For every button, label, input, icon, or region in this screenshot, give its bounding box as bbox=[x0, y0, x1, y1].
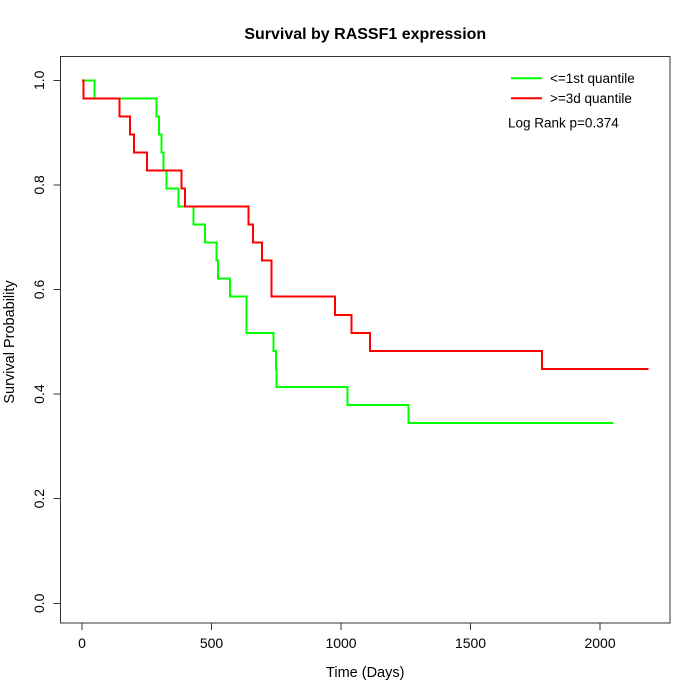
y-tick-label: 0.4 bbox=[31, 384, 47, 404]
x-tick-label: 0 bbox=[78, 635, 86, 651]
x-axis-title: Time (Days) bbox=[326, 665, 404, 681]
legend-entry-third-quartile: >=3d quantile bbox=[511, 91, 632, 106]
km-curve-third-quartile bbox=[81, 79, 649, 370]
x-tick-label: 1000 bbox=[325, 635, 356, 651]
plot-box bbox=[60, 56, 671, 624]
legend-entry-first-quartile: <=1st quantile bbox=[511, 71, 635, 86]
x-tick-label: 500 bbox=[200, 635, 224, 651]
y-tick-label: 0.0 bbox=[31, 593, 47, 613]
x-tick-label: 2000 bbox=[584, 635, 615, 651]
legend-label-first-quartile: <=1st quantile bbox=[550, 71, 635, 86]
legend: <=1st quantile >=3d quantile Log Rank p=0.… bbox=[508, 71, 635, 130]
y-tick-label: 0.6 bbox=[31, 280, 47, 300]
chart-title: Survival by RASSF1 expression bbox=[244, 26, 486, 43]
km-curve-first-quartile bbox=[81, 79, 614, 424]
y-tick-label: 1.0 bbox=[31, 70, 47, 90]
y-tick-label: 0.8 bbox=[31, 175, 47, 195]
legend-label-third-quartile: >=3d quantile bbox=[550, 91, 632, 106]
y-axis: 0.0 0.2 0.4 0.6 0.8 1.0 bbox=[31, 70, 61, 613]
x-tick-label: 1500 bbox=[455, 635, 486, 651]
x-axis: 0 500 1000 1500 2000 bbox=[78, 623, 616, 651]
y-tick-label: 0.2 bbox=[31, 489, 47, 509]
y-axis-title: Survival Probability bbox=[2, 280, 18, 404]
log-rank-annotation: Log Rank p=0.374 bbox=[508, 116, 619, 131]
